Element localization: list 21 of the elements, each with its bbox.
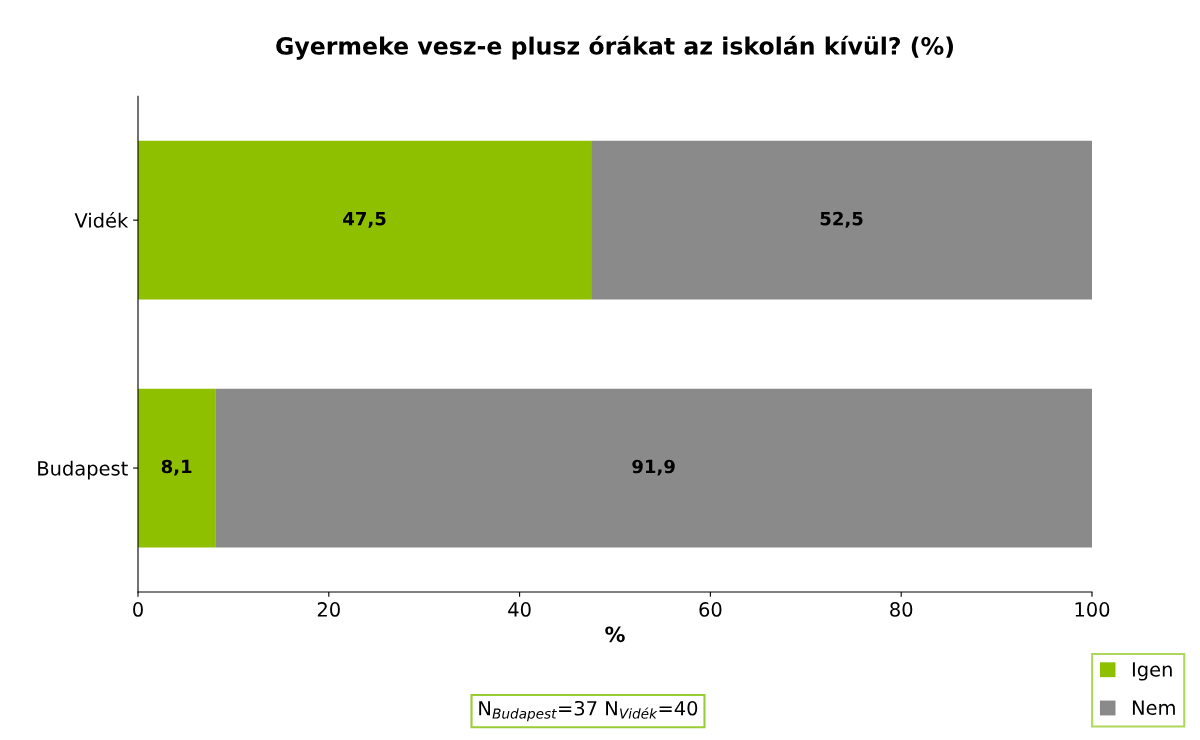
data-label: 8,1 bbox=[161, 459, 192, 476]
bar bbox=[591, 140, 1092, 300]
x-tick-label: 20 bbox=[317, 602, 340, 617]
data-label: 91,9 bbox=[632, 459, 675, 476]
x-tick-label: 40 bbox=[508, 602, 531, 617]
text: N$_{Budapest}$=37 N$_{Vidék}$=40 bbox=[479, 700, 698, 722]
bar bbox=[138, 388, 216, 548]
legend-label: Nem bbox=[1132, 700, 1175, 716]
data-label: 47,5 bbox=[343, 211, 386, 228]
x-tick-label: 100 bbox=[1075, 602, 1110, 617]
data-label: 52,5 bbox=[820, 211, 863, 228]
bar bbox=[138, 140, 592, 300]
x-tick-label: 0 bbox=[133, 602, 143, 617]
y-tick-label: Vidék bbox=[74, 211, 129, 228]
bar bbox=[215, 388, 1092, 548]
x-tick-label: 60 bbox=[699, 602, 722, 617]
chart-title: Gyermeke vesz-e plusz órákat az iskolán kívül? (%) bbox=[276, 35, 953, 60]
y-tick-label: Budapest bbox=[38, 460, 128, 480]
x-tick-label: 80 bbox=[890, 602, 913, 617]
x-axis-title: % bbox=[605, 626, 625, 643]
legend-label: Igen bbox=[1132, 662, 1172, 681]
